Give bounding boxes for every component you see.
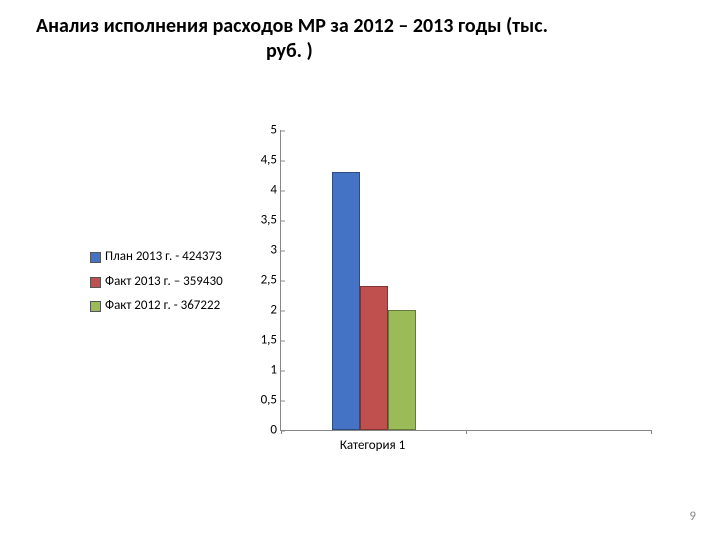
x-tick <box>651 430 652 434</box>
y-tick-label: 2,5 <box>247 273 277 288</box>
legend-swatch-icon <box>90 252 101 263</box>
legend-item: Факт 2012 г. - 367222 <box>90 294 223 319</box>
slide-title: Анализ исполнения расходов МР за 2012 – … <box>36 14 700 64</box>
legend-item: Факт 2013 г. – 359430 <box>90 270 223 295</box>
y-tick-label: 3,5 <box>247 213 277 228</box>
legend-label: Факт 2013 г. – 359430 <box>105 270 223 295</box>
chart: План 2013 г. - 424373 Факт 2013 г. – 359… <box>90 130 650 470</box>
legend-swatch-icon <box>90 301 101 312</box>
legend: План 2013 г. - 424373 Факт 2013 г. – 359… <box>90 245 223 319</box>
y-tick-label: 3 <box>247 243 277 258</box>
legend-swatch-icon <box>90 277 101 288</box>
y-tick-label: 1,5 <box>247 333 277 348</box>
page-number: 9 <box>689 509 696 524</box>
bar <box>332 172 360 430</box>
legend-label: Факт 2012 г. - 367222 <box>105 294 220 319</box>
plot-area: 00,511,522,533,544,55 <box>280 130 651 431</box>
legend-item: План 2013 г. - 424373 <box>90 245 223 270</box>
bar <box>360 286 388 430</box>
x-tick <box>466 430 467 434</box>
y-tick-label: 4 <box>247 183 277 198</box>
y-tick-label: 4,5 <box>247 153 277 168</box>
legend-label: План 2013 г. - 424373 <box>105 245 222 270</box>
y-tick-label: 0 <box>247 423 277 438</box>
title-line-2: руб. ) <box>266 39 313 63</box>
title-line-1: Анализ исполнения расходов МР за 2012 – … <box>36 14 548 38</box>
y-tick-label: 1 <box>247 363 277 378</box>
y-tick-label: 2 <box>247 303 277 318</box>
x-tick <box>281 430 282 434</box>
x-axis-category-label: Категория 1 <box>280 438 465 453</box>
bar <box>388 310 416 430</box>
y-tick-label: 0,5 <box>247 393 277 408</box>
y-tick-label: 5 <box>247 123 277 138</box>
slide: Анализ исполнения расходов МР за 2012 – … <box>0 0 720 540</box>
